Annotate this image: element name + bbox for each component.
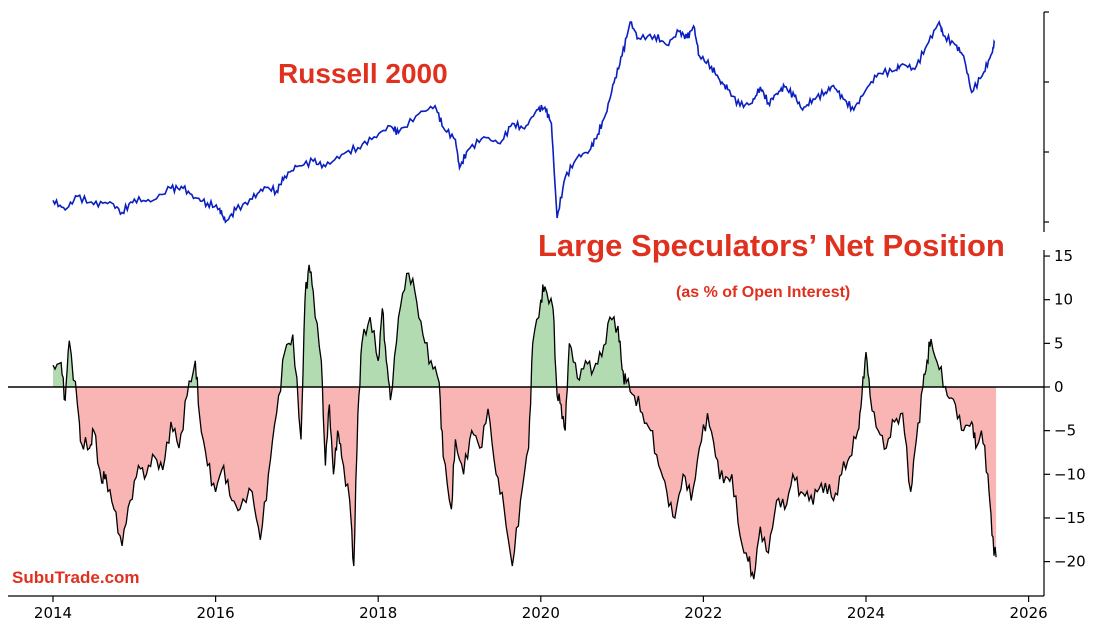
negative-area <box>322 387 360 566</box>
russell-2000-panel <box>52 11 1049 232</box>
x-axis-ticks: 2014 2016 2018 2020 2022 2024 2026 <box>34 596 1048 622</box>
x-tick-label: 2016 <box>197 604 235 622</box>
x-tick-label: 2026 <box>1010 604 1048 622</box>
net-position-line <box>52 264 997 580</box>
net-position-title: Large Speculators’ Net Position <box>538 228 1005 263</box>
y-tick-label: −15 <box>1054 509 1086 527</box>
y-tick-label: −5 <box>1054 422 1076 440</box>
y-axis-ticks: 15 10 5 0 −5 −10 −15 −20 <box>1044 247 1086 571</box>
positive-area <box>359 308 390 387</box>
y-tick-label: 5 <box>1054 334 1064 352</box>
y-tick-label: −20 <box>1054 553 1086 571</box>
y-tick-label: 10 <box>1054 291 1073 309</box>
x-tick-label: 2024 <box>847 604 885 622</box>
negative-area <box>75 387 189 546</box>
x-tick-label: 2018 <box>359 604 397 622</box>
y-tick-label: −10 <box>1054 465 1086 483</box>
positive-area <box>531 284 557 387</box>
net-position-subtitle: (as % of Open Interest) <box>676 284 851 301</box>
russell-2000-title: Russell 2000 <box>278 58 448 89</box>
negative-area <box>945 387 997 558</box>
watermark: SubuTrade.com <box>12 568 140 587</box>
x-tick-label: 2014 <box>34 604 72 622</box>
positive-area <box>302 264 323 387</box>
positive-area <box>922 339 944 387</box>
y-tick-label: 0 <box>1054 378 1064 396</box>
x-tick-label: 2020 <box>522 604 560 622</box>
negative-area <box>869 387 923 492</box>
negative-area <box>629 387 863 580</box>
negative-area <box>197 387 281 540</box>
top-y-ticks <box>1044 11 1049 223</box>
negative-area <box>439 387 532 566</box>
negative-area <box>556 387 568 431</box>
net-position-fills <box>53 264 997 580</box>
x-tick-label: 2022 <box>684 604 722 622</box>
positive-area <box>392 273 440 387</box>
y-tick-label: 15 <box>1054 247 1073 265</box>
russell-2000-line <box>52 19 996 224</box>
